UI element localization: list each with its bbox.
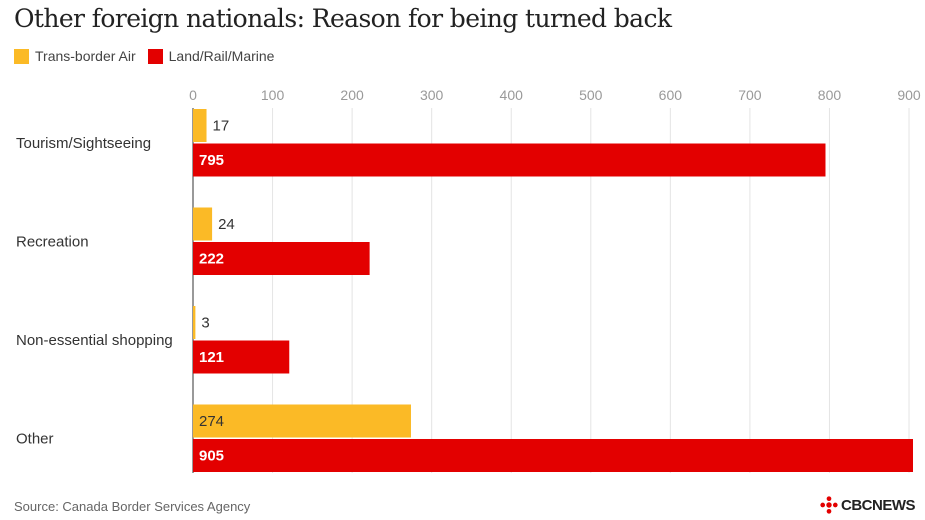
legend-swatch-land-rail-marine: [147, 48, 163, 64]
data-label-non-essential-shopping-trans-border-air: 3: [201, 315, 209, 332]
bar-recreation-trans-border-air: [193, 207, 213, 241]
legend-label-trans-border-air: Trans-border Air: [35, 48, 136, 64]
bar-recreation-land-rail-marine: [193, 242, 370, 275]
source-note: Source: Canada Border Services Agency: [14, 499, 251, 514]
data-label-recreation-trans-border-air: 24: [218, 216, 235, 233]
bar-non-essential-shopping-trans-border-air: [193, 306, 196, 339]
bar-layer: [193, 109, 913, 472]
legend-label-land-rail-marine: Land/Rail/Marine: [168, 48, 275, 64]
cbc-news-logo: CBCNEWS: [820, 496, 916, 514]
x-tick-label-300: 300: [420, 87, 444, 103]
category-label-recreation: Recreation: [16, 233, 89, 250]
legend-item-trans-border-air: Trans-border Air: [14, 48, 136, 64]
brand-text: CBCNEWS: [841, 496, 916, 514]
data-label-recreation-land-rail-marine: 222: [199, 251, 224, 268]
category-label-other: Other: [16, 430, 54, 447]
x-tick-label-400: 400: [500, 87, 524, 103]
bar-non-essential-shopping-land-rail-marine: [193, 340, 290, 374]
x-tick-label-800: 800: [818, 87, 842, 103]
bar-other-trans-border-air: [193, 404, 411, 438]
data-label-other-land-rail-marine: 905: [199, 448, 224, 465]
bar-tourism-sightseeing-trans-border-air: [193, 109, 207, 142]
x-tick-label-600: 600: [659, 87, 683, 103]
bar-other-land-rail-marine: [193, 439, 913, 472]
x-tick-label-900: 900: [897, 87, 921, 103]
data-label-non-essential-shopping-land-rail-marine: 121: [199, 349, 224, 366]
legend: Trans-border Air Land/Rail/Marine: [14, 48, 286, 64]
data-label-other-trans-border-air: 274: [199, 413, 224, 430]
cbc-gem-icon: [820, 496, 838, 514]
x-tick-label-100: 100: [261, 87, 285, 103]
data-label-tourism-sightseeing-land-rail-marine: 795: [199, 152, 224, 169]
label-layer: Tourism/Sightseeing 17 795 Recreation 24 222 N…: [16, 118, 235, 465]
data-label-tourism-sightseeing-trans-border-air: 17: [213, 118, 230, 135]
chart-title: Other foreign nationals: Reason for bein…: [14, 4, 672, 33]
x-tick-label-500: 500: [579, 87, 603, 103]
bar-tourism-sightseeing-land-rail-marine: [193, 143, 826, 177]
x-tick-label-700: 700: [738, 87, 762, 103]
category-label-non-essential-shopping: Non-essential shopping: [16, 332, 173, 349]
category-label-tourism-sightseeing: Tourism/Sightseeing: [16, 135, 151, 152]
x-tick-label-0: 0: [189, 87, 197, 103]
x-tick-label-200: 200: [340, 87, 364, 103]
legend-item-land-rail-marine: Land/Rail/Marine: [147, 48, 275, 64]
legend-swatch-trans-border-air: [14, 48, 29, 64]
